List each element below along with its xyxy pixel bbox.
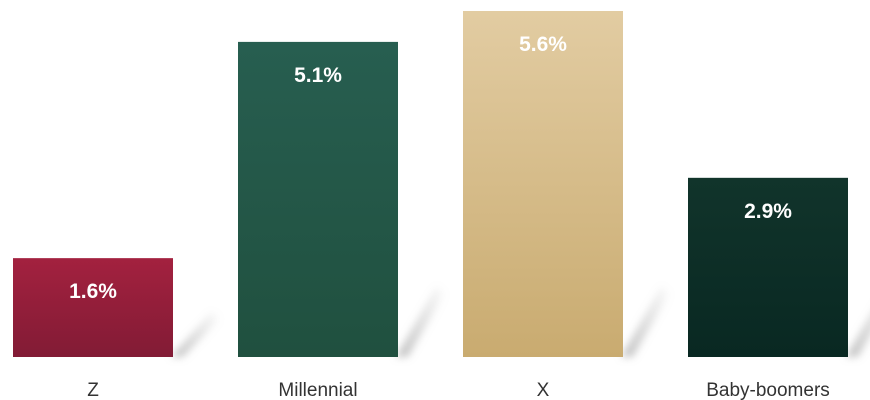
- bar-millennial: [238, 41, 398, 358]
- category-label: Baby-boomers: [706, 380, 830, 400]
- bar-shadows: [171, 287, 870, 357]
- category-labels: Z Millennial X Baby-boomers: [87, 380, 830, 400]
- bar-x: [463, 11, 623, 357]
- value-label: 5.6%: [519, 33, 567, 56]
- bar-z: [13, 258, 173, 357]
- bar-shadow: [621, 287, 671, 357]
- value-label: 1.6%: [69, 280, 117, 303]
- bar-shadow: [396, 287, 446, 357]
- category-label: Millennial: [278, 380, 357, 400]
- value-label: 2.9%: [744, 200, 792, 223]
- bar-baby-boomers: [688, 177, 848, 357]
- bars: [13, 11, 848, 358]
- bar-shadow: [171, 312, 221, 357]
- category-label: Z: [87, 380, 99, 400]
- bar-shadow: [846, 315, 870, 357]
- category-label: X: [537, 380, 550, 400]
- value-label: 5.1%: [294, 64, 342, 87]
- value-labels: 1.6% 5.1% 5.6% 2.9%: [69, 33, 792, 303]
